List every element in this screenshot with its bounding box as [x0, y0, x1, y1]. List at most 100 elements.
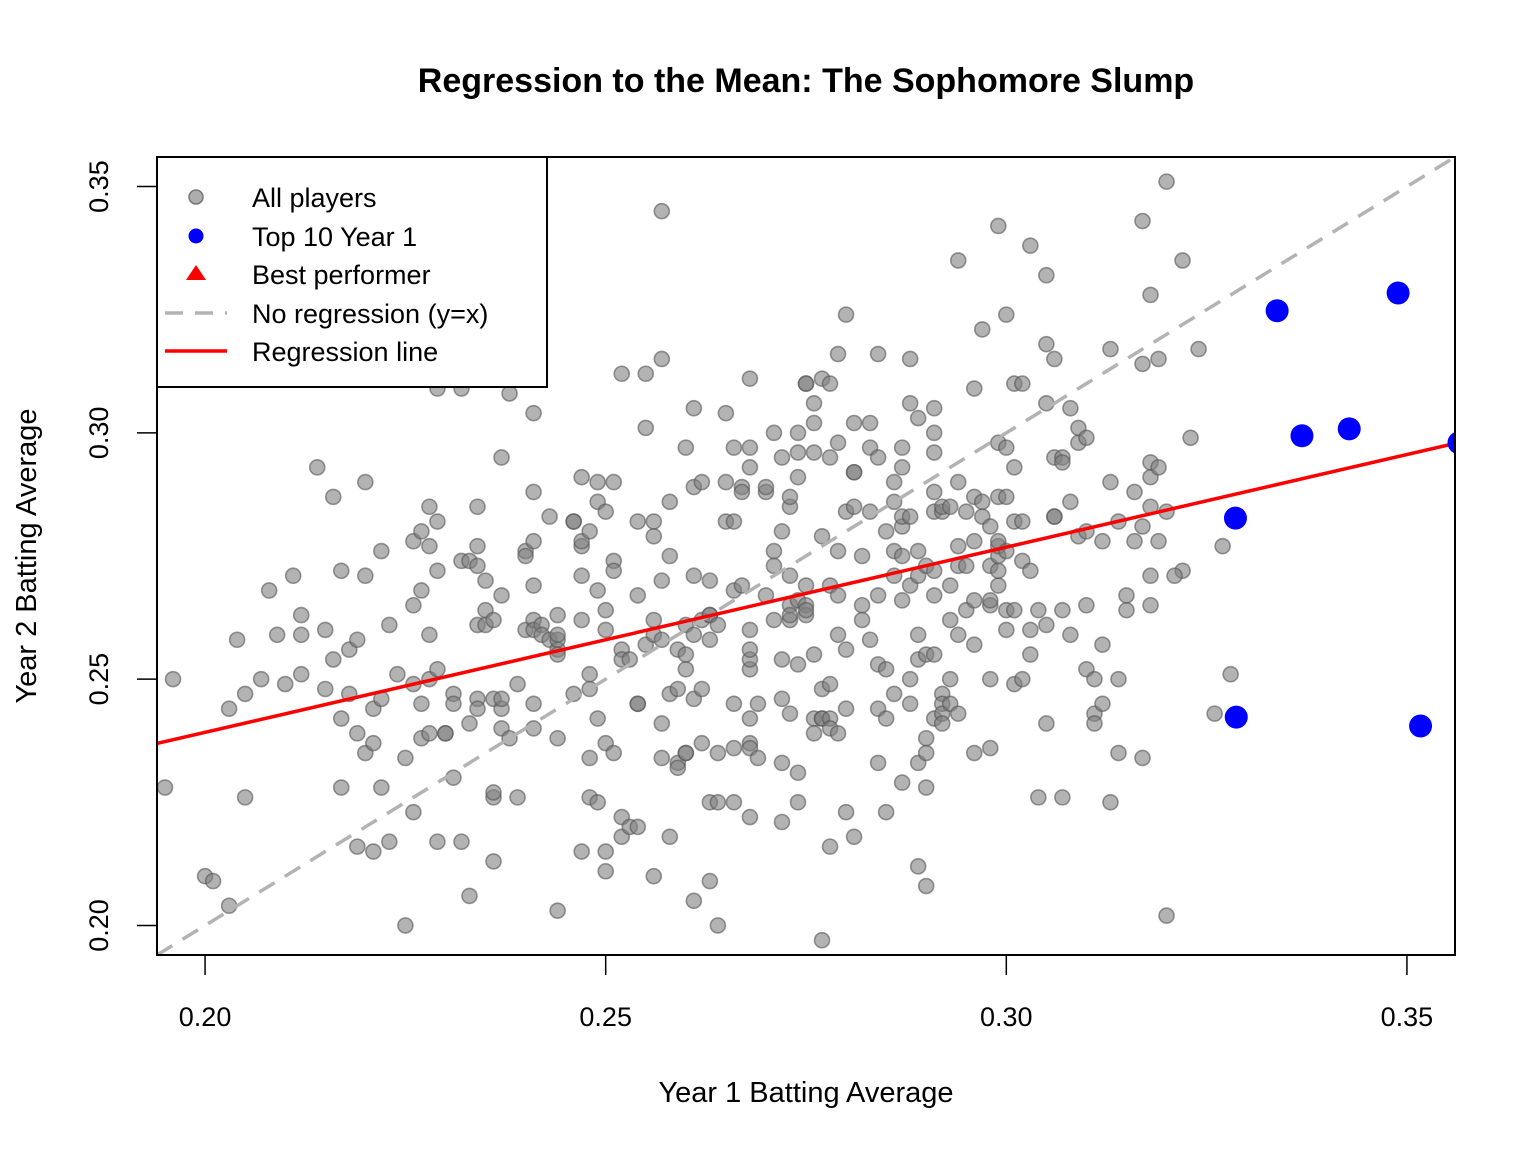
- all-players-point: [581, 749, 598, 767]
- all-players-point: [805, 646, 823, 663]
- legend-marker-all-players: [188, 189, 204, 205]
- all-players-point: [1134, 749, 1151, 767]
- all-players-point: [765, 542, 783, 560]
- all-players-point: [717, 404, 735, 422]
- all-players-point: [949, 252, 967, 269]
- all-players-point: [741, 459, 759, 476]
- all-players-point: [397, 749, 414, 767]
- all-players-point: [1054, 454, 1071, 471]
- legend-box: [156, 156, 548, 388]
- all-players-point: [429, 562, 446, 580]
- all-players-point: [1030, 789, 1047, 806]
- y-axis-label: Year 2 Batting Average: [11, 408, 43, 703]
- all-players-point: [332, 710, 350, 727]
- all-players-point: [813, 931, 831, 949]
- all-players-point: [765, 611, 783, 629]
- all-players-point: [653, 631, 671, 649]
- all-players-point: [236, 789, 254, 806]
- all-players-point: [1038, 616, 1055, 634]
- all-players-point: [493, 690, 510, 708]
- all-players-point: [389, 665, 406, 683]
- all-players-point: [421, 626, 438, 644]
- all-players-point: [629, 818, 647, 836]
- all-players-point: [757, 478, 775, 496]
- all-players-point: [1142, 567, 1159, 585]
- all-players-point: [773, 690, 791, 708]
- all-players-point: [853, 611, 871, 629]
- all-players-point: [1214, 537, 1231, 555]
- all-players-point: [461, 887, 478, 905]
- all-players-point: [597, 601, 614, 619]
- all-players-point: [661, 547, 679, 565]
- all-players-point: [413, 695, 430, 713]
- all-players-point: [861, 631, 879, 649]
- all-players-point: [421, 725, 438, 742]
- all-players-point: [781, 488, 799, 506]
- all-players-point: [1142, 596, 1159, 614]
- all-players-point: [773, 813, 791, 831]
- all-players-point: [1094, 636, 1111, 653]
- all-players-point: [901, 508, 919, 525]
- all-players-point: [933, 715, 951, 732]
- x-axis-label: Year 1 Batting Average: [658, 1077, 953, 1109]
- all-players-point: [613, 365, 631, 383]
- all-players-point: [789, 656, 807, 673]
- all-players-point: [413, 523, 430, 540]
- all-players-point: [957, 557, 975, 575]
- all-players-point: [733, 483, 751, 501]
- all-players-point: [485, 784, 502, 801]
- all-players-point: [853, 596, 871, 614]
- x-tick-label: 0.25: [579, 1002, 632, 1032]
- all-players-point: [917, 779, 935, 796]
- all-players-point: [268, 626, 286, 644]
- all-players-point: [981, 592, 999, 609]
- all-players-point: [741, 439, 759, 456]
- all-players-point: [909, 409, 927, 427]
- all-players-point: [869, 754, 887, 772]
- y-tick-label: 0.20: [84, 899, 114, 952]
- y-axis: 0.20 0.25 0.30 0.35: [84, 160, 158, 952]
- x-tick-label: 0.20: [179, 1002, 232, 1032]
- legend-label-best-performer: Best performer: [252, 260, 431, 290]
- all-players-point: [1190, 340, 1207, 358]
- all-players-point: [469, 498, 486, 516]
- all-players-point: [517, 547, 534, 565]
- all-players-point: [989, 217, 1007, 235]
- all-players-point: [1182, 429, 1199, 447]
- all-players-point: [765, 557, 783, 575]
- all-players-point: [917, 877, 935, 895]
- all-players-point: [893, 439, 911, 456]
- all-players-point: [509, 789, 526, 806]
- all-players-point: [829, 345, 847, 363]
- all-players-point: [437, 725, 454, 742]
- all-players-point: [509, 675, 526, 693]
- all-players-point: [773, 754, 791, 772]
- all-players-point: [1014, 375, 1031, 392]
- all-players-point: [845, 463, 863, 481]
- all-players-point: [1046, 350, 1063, 368]
- all-players-point: [373, 542, 390, 560]
- all-players-point: [693, 473, 711, 491]
- all-players-point: [501, 385, 518, 402]
- all-players-point: [877, 710, 895, 727]
- all-players-point: [701, 872, 719, 890]
- all-players-point: [525, 532, 542, 550]
- all-players-point: [597, 621, 614, 639]
- all-players-point: [1062, 493, 1079, 511]
- all-players-point: [1030, 601, 1047, 619]
- all-players-point: [789, 444, 807, 461]
- all-players-point: [941, 498, 959, 516]
- all-players-point: [292, 626, 310, 644]
- all-players-point: [973, 493, 991, 511]
- all-players-point: [1014, 513, 1031, 530]
- all-players-point: [405, 803, 422, 821]
- all-players-point: [965, 380, 983, 397]
- all-players-point: [629, 695, 647, 713]
- all-players-point: [316, 680, 334, 698]
- all-players-point: [805, 725, 823, 742]
- all-players-point: [805, 394, 823, 412]
- y-tick-label: 0.25: [84, 653, 114, 706]
- all-players-point: [645, 611, 663, 629]
- top10-point: [1223, 506, 1247, 530]
